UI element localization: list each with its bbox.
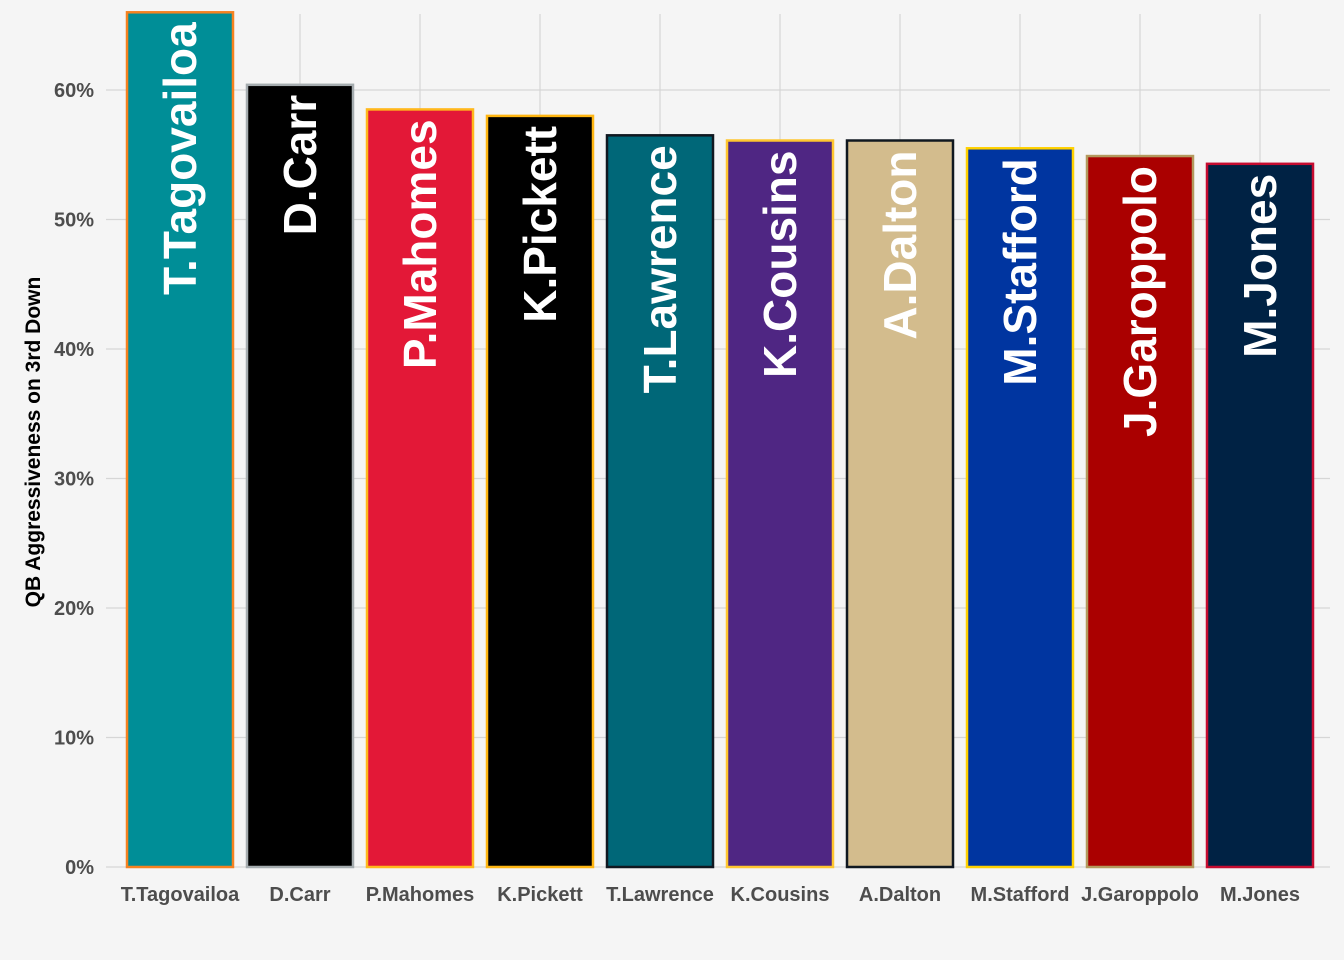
bar-label: A.Dalton xyxy=(874,151,926,340)
bar-label: M.Stafford xyxy=(994,158,1046,385)
y-tick-label: 10% xyxy=(54,728,94,750)
x-tick-label: M.Jones xyxy=(1220,884,1300,906)
bar xyxy=(965,147,1075,869)
x-tick-label: K.Pickett xyxy=(497,884,583,906)
bar xyxy=(845,139,955,869)
y-tick-label: 0% xyxy=(65,857,94,879)
x-axis-ticks: T.Tagovailoa D.Carr P.Mahomes K.Pickett T.La… xyxy=(121,884,1300,906)
bar xyxy=(245,83,355,869)
bar xyxy=(365,108,475,869)
bar-label: T.Tagovailoa xyxy=(154,22,206,295)
bar xyxy=(485,114,595,869)
bar xyxy=(1085,154,1195,869)
x-tick-label: J.Garoppolo xyxy=(1081,884,1199,906)
y-tick-label: 50% xyxy=(54,210,94,232)
bar-label: M.Jones xyxy=(1234,174,1286,358)
bar-label: T.Lawrence xyxy=(634,145,686,393)
bar-label: K.Cousins xyxy=(754,151,806,378)
y-tick-label: 30% xyxy=(54,469,94,491)
bar-label: P.Mahomes xyxy=(394,119,446,369)
x-tick-label: K.Cousins xyxy=(731,884,830,906)
bar-label: K.Pickett xyxy=(514,126,566,323)
x-tick-label: D.Carr xyxy=(269,884,330,906)
bar-label: D.Carr xyxy=(274,95,326,236)
y-tick-label: 40% xyxy=(54,339,94,361)
x-tick-label: T.Lawrence xyxy=(606,884,714,906)
y-tick-label: 20% xyxy=(54,598,94,620)
x-tick-label: A.Dalton xyxy=(859,884,941,906)
x-tick-label: T.Tagovailoa xyxy=(121,884,240,906)
x-tick-label: M.Stafford xyxy=(971,884,1070,906)
bar xyxy=(725,139,835,869)
x-tick-label: P.Mahomes xyxy=(366,884,475,906)
bar xyxy=(1205,162,1315,869)
y-axis-label: QB Aggressiveness on 3rd Down xyxy=(22,277,45,608)
y-axis-ticks: 0% 10% 20% 30% 40% 50% 60% xyxy=(54,80,94,879)
bar xyxy=(125,11,235,869)
bar-label: J.Garoppolo xyxy=(1114,166,1166,437)
y-tick-label: 60% xyxy=(54,80,94,102)
bars: T.Tagovailoa D.Carr P.Mahomes K.Pickett T.La… xyxy=(125,11,1315,869)
bar xyxy=(605,134,715,869)
